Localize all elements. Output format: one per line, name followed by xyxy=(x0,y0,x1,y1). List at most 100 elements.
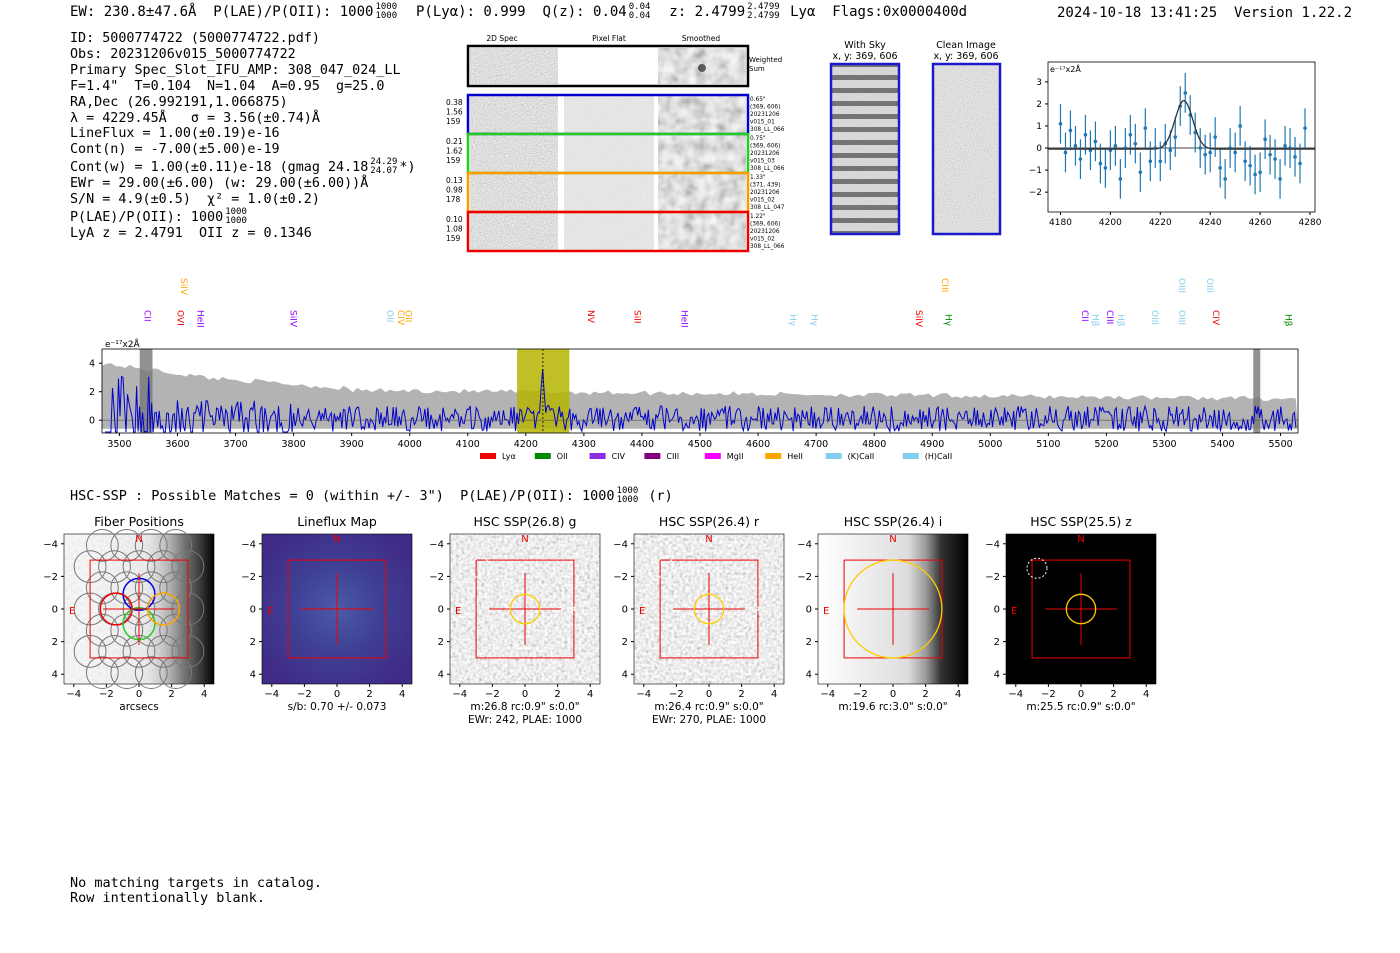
with-sky-title: With Sky xyxy=(844,40,886,51)
info-primary: Primary Spec_Slot_IFU_AMP: 308_047_024_L… xyxy=(70,62,401,78)
emission-line-name: Hγ xyxy=(787,314,797,327)
cutout-right-info: (369, 606) xyxy=(750,105,780,111)
y-tick-label: 4 xyxy=(438,670,444,681)
image-panel: Fiber Positions N E −4 4 −2 2 0 0 2 −2 4 −4 arcsecs xyxy=(43,514,215,713)
emission-line-label: OVI xyxy=(174,310,184,326)
qz-lo: 0.04 xyxy=(628,11,651,21)
emission-line-name: OIII xyxy=(1176,310,1186,325)
x-tick-label: 4220 xyxy=(1149,218,1172,228)
x-tick-label: 2 xyxy=(366,689,372,700)
emission-line-name: HeII xyxy=(195,310,205,328)
cutout-left-stat: 159 xyxy=(446,234,461,243)
info-plae-row: P(LAE)/P(OII): 1000 1000 1000 xyxy=(70,208,416,226)
panel-title: HSC SSP(26.4) r xyxy=(659,514,760,529)
emission-line-label: HeII xyxy=(195,310,205,328)
data-point xyxy=(1073,144,1078,148)
weighted-sum-row: Weighted Sum xyxy=(466,44,782,88)
emission-line-label: SiII xyxy=(631,310,641,324)
panel-caption: m:25.5 rc:0.9" s:0.0" xyxy=(1026,701,1135,713)
z-lo: 2.4799 xyxy=(747,11,780,21)
info-fiber: F=1.4" T=0.104 N=1.04 A=0.95 g=25.0 xyxy=(70,78,385,94)
hsc-summary: HSC-SSP : Possible Matches = 0 (within +… xyxy=(70,487,673,505)
col-label-smoothed: Smoothed xyxy=(682,34,721,43)
data-point xyxy=(1103,166,1108,170)
x-tick-label: 4100 xyxy=(456,439,480,450)
x-tick-label: 4260 xyxy=(1249,218,1272,228)
cutout-smoothed xyxy=(658,96,746,133)
data-point xyxy=(1158,159,1163,164)
masked-region xyxy=(1253,349,1261,433)
footer-line1: No matching targets in catalog. xyxy=(70,875,322,891)
y-tick-label: 2 xyxy=(806,637,812,648)
panel-caption: arcsecs xyxy=(119,701,158,713)
x-tick-label: 4300 xyxy=(572,439,596,450)
emission-line-name: CII xyxy=(141,310,151,322)
aperture-box xyxy=(1031,559,1131,659)
contw-end: *) xyxy=(399,160,416,176)
cutout-left-stat: 0.98 xyxy=(446,186,463,195)
emission-line-label: CIII xyxy=(1104,310,1114,324)
data-point xyxy=(1098,161,1103,166)
data-point xyxy=(1258,170,1262,175)
x-tick-label: 0 xyxy=(890,689,896,700)
plae-hi: 1000 xyxy=(375,2,398,12)
header-summary: EW: 230.8±47.6Å P(LAE)/P(OII): 1000 1000 1… xyxy=(70,3,967,21)
data-point xyxy=(1068,128,1073,133)
x-tick-label: 5300 xyxy=(1152,439,1176,450)
y-tick-label: 2 xyxy=(438,637,444,648)
y-tick-label: 2 xyxy=(1036,100,1042,110)
data-point xyxy=(1238,124,1242,128)
x-tick-label: 2 xyxy=(168,689,174,700)
x-tick-label: 4280 xyxy=(1299,218,1322,228)
info-ewr: EWr = 29.00(±6.00) (w: 29.00(±6.00))Å xyxy=(70,176,369,192)
cutout-right-info: 20231206 xyxy=(750,229,780,235)
cutout-right-info: (371, 439) xyxy=(750,183,780,189)
y-tick-label: 4 xyxy=(89,359,95,370)
y-tick-label: 0 xyxy=(994,605,1000,616)
emission-line-name: CIII xyxy=(1104,310,1114,324)
data-point xyxy=(1093,139,1098,144)
aperture-circle xyxy=(693,593,725,625)
legend-label: CIV xyxy=(612,452,626,461)
cutout-pixelflat xyxy=(564,174,654,211)
x-tick-label: 3800 xyxy=(281,439,305,450)
y-tick-label: −2 xyxy=(985,572,1000,583)
emission-line-label: OIII xyxy=(1176,278,1186,293)
legend-swatch xyxy=(704,453,721,459)
error-band xyxy=(102,363,1298,429)
cutout-right-info: 0.75" xyxy=(750,136,766,142)
y-tick-label: 0 xyxy=(438,605,444,616)
data-point xyxy=(1173,135,1178,139)
x-tick-label: 2 xyxy=(922,689,928,700)
x-tick-label: −2 xyxy=(99,689,114,700)
aperture-circle xyxy=(843,559,943,659)
hsc-lo: 1000 xyxy=(616,495,639,505)
cutout-right-info: 20231206 xyxy=(750,151,780,157)
emission-line-name: OII xyxy=(403,310,413,322)
x-tick-label: 4400 xyxy=(630,439,654,450)
data-point xyxy=(1148,159,1153,164)
cutout-left-stat: 1.56 xyxy=(446,108,463,117)
east-label: E xyxy=(69,606,75,617)
emission-line-name: SiIV xyxy=(178,278,188,296)
y-tick-label: −4 xyxy=(613,539,628,550)
x-tick-label: 4 xyxy=(771,689,777,700)
fiber-circle xyxy=(98,634,131,668)
info-contw-row: Cont(w) = 1.00(±0.11)e-18 (gmag 24.18 24.… xyxy=(70,158,416,176)
contw-lo: 24.07 xyxy=(370,166,398,177)
cutout-pixelflat xyxy=(564,213,654,250)
line-fit-plot: 4180 4200 4220 4240 4260 4280 3 2 1 0 −1 −2 e⁻¹⁷x2Å xyxy=(1029,61,1322,228)
data-point xyxy=(1208,150,1212,155)
north-label: N xyxy=(521,534,528,545)
cutout-right-info: 308_LL_047 xyxy=(750,205,785,211)
footer-line2: Row intentionally blank. xyxy=(70,890,266,906)
y-tick-label: 2 xyxy=(250,637,256,648)
cutout-row-frame xyxy=(466,210,750,253)
emission-line-name: SiII xyxy=(631,310,641,324)
panel-caption: m:26.4 rc:0.9" s:0.0" xyxy=(654,701,763,713)
aperture-circle xyxy=(1065,593,1097,625)
plya-value: P(Lyα): 0.999 xyxy=(416,4,526,20)
cutout-right-info: v015_01 xyxy=(750,120,775,126)
x-tick-label: 4240 xyxy=(1199,218,1222,228)
